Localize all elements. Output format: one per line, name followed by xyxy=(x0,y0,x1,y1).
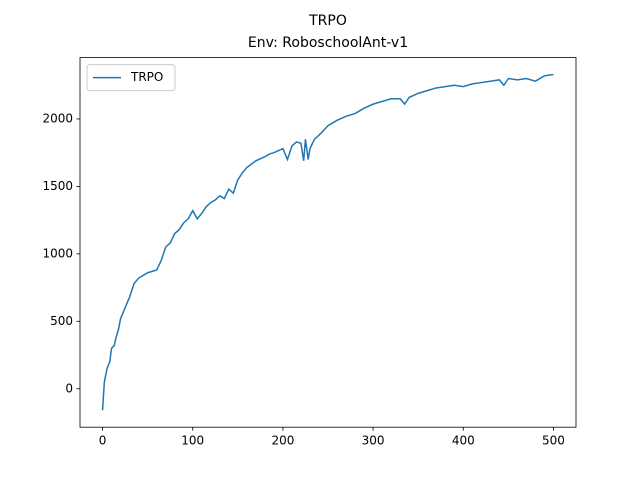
x-tick-label: 500 xyxy=(542,434,565,448)
x-tick-label: 200 xyxy=(271,434,294,448)
x-tick-label: 0 xyxy=(99,434,107,448)
series-line xyxy=(101,73,554,411)
x-tick-label: 100 xyxy=(181,434,204,448)
y-tick-label: 1500 xyxy=(42,179,73,193)
chart-title: TRPO xyxy=(308,13,347,29)
axes-frame xyxy=(79,57,577,428)
x-tick-label: 300 xyxy=(362,434,385,448)
y-tick-label: 500 xyxy=(50,314,73,328)
chart-subtitle: Env: RoboschoolAnt-v1 xyxy=(248,35,408,51)
y-tick-label: 1000 xyxy=(42,246,73,260)
legend-label: TRPO xyxy=(130,70,163,84)
legend-box xyxy=(86,64,176,92)
y-tick-label: 0 xyxy=(65,381,73,395)
y-tick-label: 2000 xyxy=(42,111,73,125)
x-tick-label: 400 xyxy=(452,434,475,448)
